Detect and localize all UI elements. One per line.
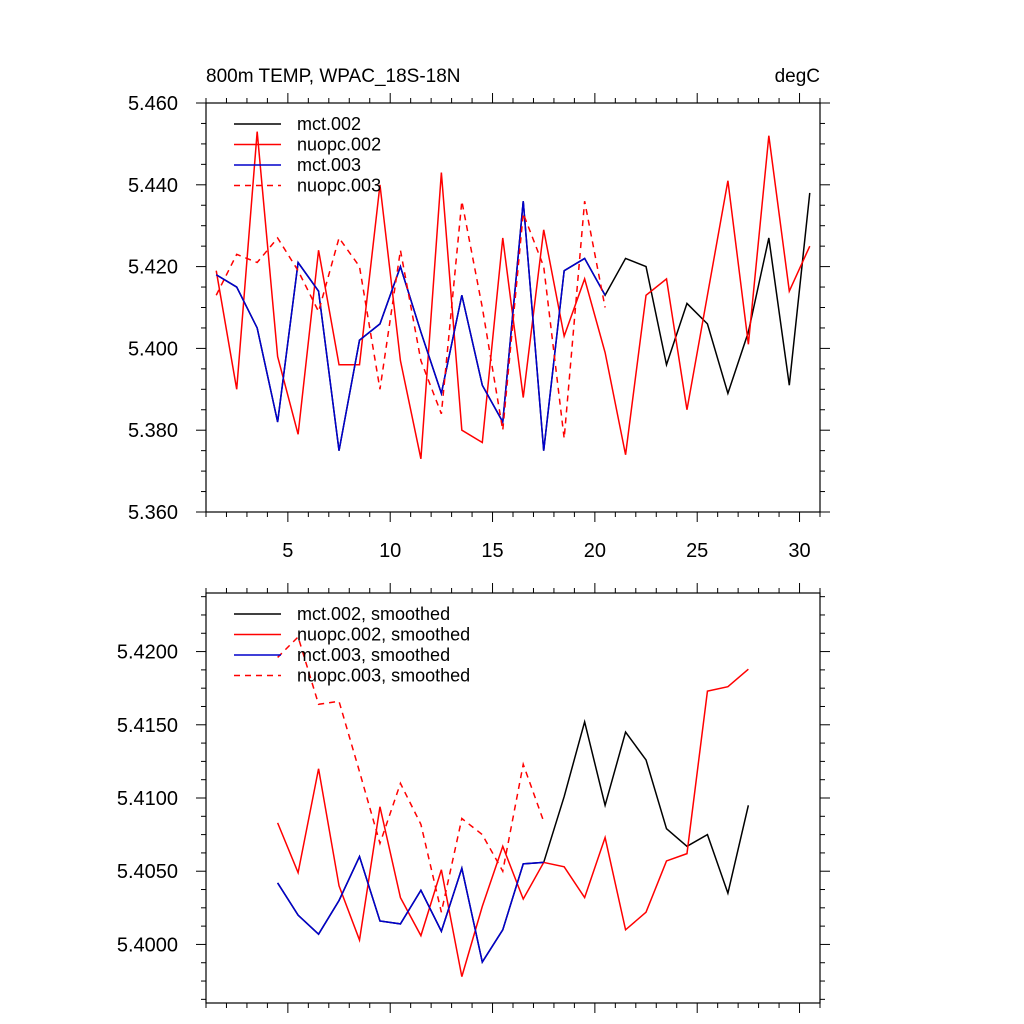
legend-label-mct-003-smoothed: mct.003, smoothed — [297, 645, 450, 665]
top-chart-title: 800m TEMP, WPAC_18S-18N — [206, 66, 461, 87]
series-line-nuopc-003-smoothed — [277, 635, 545, 913]
legend-label-nuopc-003: nuopc.003 — [297, 176, 381, 196]
x-tick-label: 5 — [282, 540, 293, 562]
y-tick-label: 5.380 — [128, 420, 178, 442]
legend-label-mct-003: mct.003 — [297, 155, 361, 175]
y-tick-label: 5.4000 — [117, 934, 178, 956]
legend-label-nuopc-003-smoothed: nuopc.003, smoothed — [297, 666, 470, 686]
y-tick-label: 5.400 — [128, 338, 178, 360]
legend-label-mct-002: mct.002 — [297, 114, 361, 134]
legend-label-nuopc-002: nuopc.002 — [297, 135, 381, 155]
y-tick-label: 5.4200 — [117, 642, 178, 664]
bottom-chart-panel: 5.4000 5.4050 5.4100 5.4150 5.4200 mct.002, s… — [117, 583, 830, 1013]
y-tick-label: 5.4050 — [117, 861, 178, 883]
x-tick-label: 20 — [584, 540, 606, 562]
x-tick-label: 10 — [379, 540, 401, 562]
top-chart-panel: 5 10 15 20 25 30 5.360 5.380 5.400 5.420 5.440 5.46… — [128, 66, 830, 562]
series-line-mct-003 — [215, 201, 606, 451]
y-tick-label: 5.440 — [128, 175, 178, 197]
legend-label-nuopc-002-smoothed: nuopc.002, smoothed — [297, 625, 470, 645]
series-line-mct-002-smoothed — [277, 718, 750, 964]
y-tick-label: 5.360 — [128, 502, 178, 524]
series-line-nuopc-002-smoothed — [276, 668, 749, 977]
y-tick-label: 5.460 — [128, 93, 178, 115]
y-tick-label: 5.4150 — [117, 715, 178, 737]
x-tick-label: 15 — [481, 540, 503, 562]
series-line-mct-003-smoothed — [277, 854, 544, 964]
top-chart-units: degC — [775, 66, 820, 87]
y-tick-label: 5.420 — [128, 257, 178, 279]
legend-label-mct-002-smoothed: mct.002, smoothed — [297, 604, 450, 624]
x-tick-label: 25 — [686, 540, 708, 562]
series-line-nuopc-003 — [215, 201, 606, 439]
x-tick-label: 30 — [788, 540, 810, 562]
y-tick-label: 5.4100 — [117, 788, 178, 810]
